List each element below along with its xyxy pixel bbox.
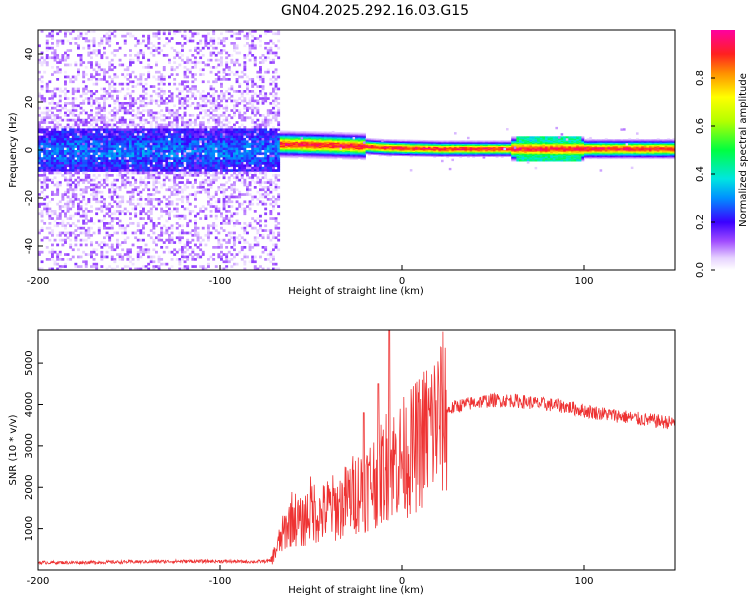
spectrogram-y-tick-label: 40 bbox=[24, 48, 35, 61]
colorbar-tick-label: 0.2 bbox=[695, 214, 706, 230]
page-title: GN04.2025.292.16.03.G15 bbox=[0, 3, 750, 19]
snr-y-tick-label: 4000 bbox=[24, 392, 35, 417]
spectrogram-x-tick-label: 100 bbox=[574, 276, 593, 287]
snr-y-tick-label: 5000 bbox=[24, 350, 35, 375]
colorbar-gradient bbox=[711, 30, 735, 270]
spectrogram-y-tick-label: -40 bbox=[24, 238, 35, 254]
snr-y-tick-label: 3000 bbox=[24, 433, 35, 458]
spectrogram-y-tick-label: 20 bbox=[24, 96, 35, 109]
colorbar-tick-label: 0.0 bbox=[695, 262, 706, 278]
colorbar-tick-label: 0.4 bbox=[695, 166, 706, 182]
snr-background bbox=[38, 330, 675, 570]
colorbar-label: Normalized spectral amplitude bbox=[738, 73, 749, 227]
spectrogram-y-tick-label: -20 bbox=[24, 190, 35, 206]
colorbar-tick-label: 0.8 bbox=[695, 70, 706, 86]
snr-y-label: SNR (10 * v/v) bbox=[8, 414, 19, 485]
snr-x-label: Height of straight line (km) bbox=[288, 585, 424, 596]
spectrogram-x-tick-label: -100 bbox=[209, 276, 232, 287]
snr-x-tick-label: -200 bbox=[27, 576, 50, 587]
snr-x-tick-label: -100 bbox=[209, 576, 232, 587]
colorbar: 0.0 0.2 0.4 0.6 0.8 Normalized spectral ampl… bbox=[695, 30, 749, 278]
spectrogram-y-tick-label: 0 bbox=[24, 147, 35, 153]
colorbar-tick-label: 0.6 bbox=[695, 118, 706, 134]
snr-y-tick-label: 1000 bbox=[24, 516, 35, 541]
snr-y-tick-label: 2000 bbox=[24, 475, 35, 500]
spectrogram-x-tick-label: -200 bbox=[27, 276, 50, 287]
spectrogram-x-label: Height of straight line (km) bbox=[288, 286, 424, 297]
snr-x-tick-label: 100 bbox=[574, 576, 593, 587]
spectrogram-y-label: Frequency (Hz) bbox=[8, 112, 19, 188]
